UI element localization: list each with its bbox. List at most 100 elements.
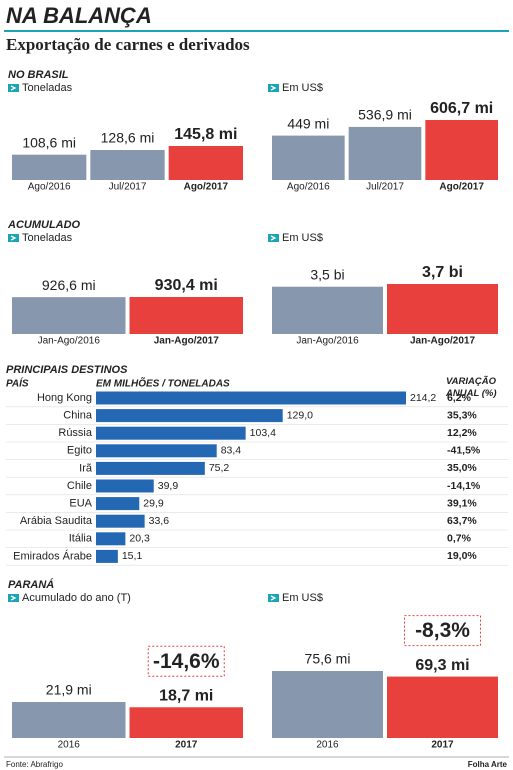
bar [348,126,422,180]
x-tick-label: Ago/2016 [287,182,330,193]
icon-arrow [10,85,17,91]
bar-value-label: 33,6 [149,515,170,527]
x-tick-label: 2016 [58,740,81,751]
variation: 19,0% [447,550,477,562]
bar [272,286,383,334]
section-subtitle: Acumulado do ano (T) [22,592,131,604]
section-title: ACUMULADO [7,219,81,231]
bar-value-label: 108,6 mi [22,134,76,150]
variation: -41,5% [447,445,481,457]
icon-arrow [10,595,17,601]
x-tick-label: Jan-Ago/2016 [38,336,101,347]
variation: 39,1% [447,497,477,509]
bar [90,150,165,180]
bar [96,514,145,528]
bar [129,707,243,738]
bar-value-label: 15,1 [122,550,143,562]
icon [268,594,279,602]
y-tick-label: Chile [67,480,92,492]
bar-value-label: 39,9 [158,480,179,492]
bar [272,671,383,738]
bar [96,426,246,440]
section-title: PRINCIPAIS DESTINOS [6,364,128,376]
bar [387,284,498,334]
x-tick-label: Ago/2017 [184,182,229,193]
section-title: NO BRASIL [8,69,69,81]
annotation-box [147,645,225,677]
x-tick-label: Jul/2017 [366,182,404,193]
bar [96,497,140,511]
section-subtitle: Toneladas [22,82,73,94]
variation-title: VARIAÇÃO ANUAL (%) [446,376,497,399]
icon [268,84,279,92]
y-tick-label: Emirados Árabe [13,549,92,562]
x-tick-label: 2016 [316,740,339,751]
variation: -14,1% [447,480,481,492]
y-tick-label: Irã [79,462,93,474]
icon-arrow [270,595,277,601]
bar-value-label: 103,4 [250,427,276,439]
bar-value-label: 83,4 [221,445,242,457]
bar [272,135,345,180]
bar-value-label: 18,7 mi [159,687,213,704]
bar-value-label: 75,2 [209,462,230,474]
title: NA BALANÇA [6,3,152,28]
bar [425,120,498,180]
bar-value-label: 214,2 [410,392,436,404]
section-subtitle: Em US$ [282,82,323,94]
variation: 63,7% [447,515,477,527]
bar-value-label: 128,6 mi [101,130,155,146]
x-tick-label: Jan-Ago/2016 [296,336,359,347]
bar [96,532,126,546]
bar [12,702,126,738]
bar-value-label: 930,4 mi [155,277,218,294]
section-subtitle: Em US$ [282,592,323,604]
bar-value-label: 129,0 [287,409,313,421]
bar [96,391,406,405]
variation: 35,0% [447,462,477,474]
annotation: -14,6% [153,650,220,673]
icon-arrow [270,85,277,91]
bar-value-label: 606,7 mi [430,100,493,117]
bar-value-label: 69,3 mi [415,657,469,674]
bar [387,676,498,738]
annotation: -8,3% [415,619,470,642]
icon [8,84,19,92]
bar [12,297,126,334]
variation: 0,7% [447,533,472,545]
source: Fonte: Abrafrigo [6,760,63,769]
variation: 6,2% [447,392,472,404]
bar-value-label: 20,3 [129,533,150,545]
variation: 35,3% [447,409,477,421]
x-tick-label: Jan-Ago/2017 [410,336,475,347]
x-tick-label: 2017 [431,740,454,751]
icon-arrow [270,235,277,241]
variation: 12,2% [447,427,477,439]
subtitle: Exportação de carnes e derivados [6,35,250,54]
x-tick-label: Ago/2016 [28,182,71,193]
bar-value-label: 145,8 mi [174,126,237,143]
bar [96,409,283,423]
credit: Folha Arte [468,760,508,769]
annotation-box [404,615,481,647]
y-tick-label: China [63,410,93,422]
section-title: PARANÁ [8,578,54,591]
bar-value-label: 3,5 bi [310,266,344,282]
value-title: EM MILHÕES / TONELADAS [96,377,230,390]
x-tick-label: 2017 [175,740,198,751]
y-tick-label: EUA [69,498,92,510]
bar-value-label: 75,6 mi [305,651,351,667]
section-subtitle: Em US$ [282,232,323,244]
x-tick-label: Jul/2017 [109,182,147,193]
bar-value-label: 449 mi [287,115,329,131]
bar [96,549,118,563]
bar [129,297,243,334]
icon-arrow [10,235,17,241]
bar-value-label: 536,9 mi [358,107,412,123]
bar-value-label: 3,7 bi [422,264,463,281]
x-tick-label: Ago/2017 [439,182,484,193]
bar-value-label: 21,9 mi [46,682,92,698]
y-tick-label: Arábia Saudita [20,515,93,527]
